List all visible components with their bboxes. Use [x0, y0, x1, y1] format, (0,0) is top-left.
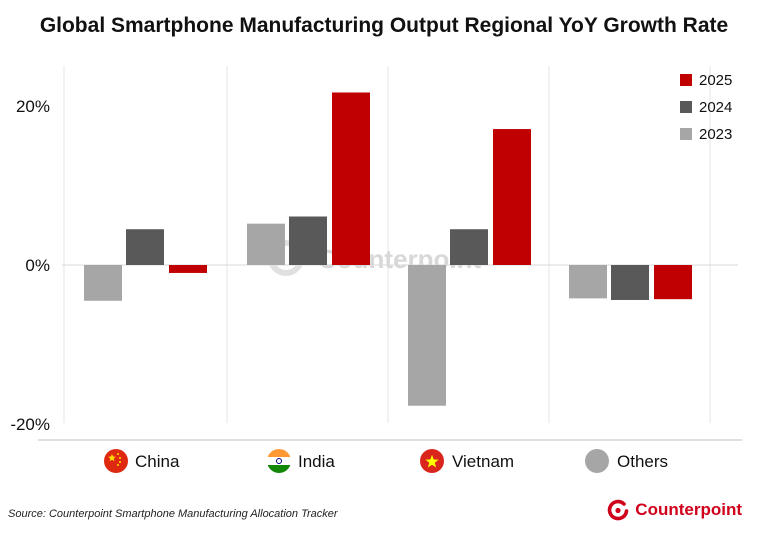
flag-china-star — [108, 454, 116, 462]
bar-vietnam-2025 — [493, 129, 531, 265]
legend-swatch-2023 — [680, 128, 692, 140]
legend-swatch-2024 — [680, 101, 692, 113]
flag-china-small-star — [117, 453, 119, 455]
y-axis: -20% 0% 20% — [10, 97, 50, 434]
source-note: Source: Counterpoint Smartphone Manufact… — [8, 508, 338, 520]
category-label-vietnam: Vietnam — [452, 452, 514, 471]
flag-india-saffron — [267, 449, 291, 457]
flag-india-body — [267, 449, 291, 473]
flag-india-chakra — [276, 458, 282, 464]
flag-india-white — [267, 457, 291, 465]
bar-india-2023 — [247, 223, 285, 265]
category-label-others: Others — [617, 452, 668, 471]
flag-china-small-star — [119, 461, 121, 463]
flag-china-field — [104, 449, 128, 473]
bar-india-2025 — [332, 92, 370, 265]
category-label-india: India — [298, 452, 335, 471]
bar-others-2025 — [654, 265, 692, 300]
bar-china-2025 — [169, 265, 207, 273]
y-tick-label: 20% — [16, 97, 50, 116]
bar-vietnam-2024 — [450, 229, 488, 265]
y-tick-label: -20% — [10, 415, 50, 434]
flag-china-icon — [104, 449, 128, 473]
legend-label-2025: 2025 — [699, 72, 732, 89]
bar-india-2024 — [289, 216, 327, 265]
flag-vietnam-icon — [420, 449, 444, 473]
brand-logo: Counterpoint — [607, 499, 742, 521]
grid-layer — [38, 66, 742, 441]
flag-china-small-star — [119, 457, 121, 459]
chart-title: Global Smartphone Manufacturing Output R… — [39, 14, 729, 37]
others-gray-circle-icon — [585, 449, 609, 473]
bar-china-2024 — [126, 229, 164, 265]
category-labels: China India Vietnam Others — [104, 449, 668, 473]
flag-china-small-star — [117, 464, 119, 466]
category-label-china: China — [135, 452, 180, 471]
legend-label-2024: 2024 — [699, 99, 732, 116]
flag-india-icon — [267, 449, 291, 473]
bar-others-2024 — [611, 265, 649, 300]
y-tick-label: 0% — [25, 256, 50, 275]
bars — [84, 92, 692, 406]
flag-india-green — [267, 465, 291, 473]
bar-vietnam-2023 — [408, 265, 446, 406]
counterpoint-logo-icon — [608, 499, 629, 521]
brand-name: Counterpoint — [635, 500, 742, 519]
legend-swatch-2025 — [680, 74, 692, 86]
legend: 2025 2024 2023 — [680, 72, 732, 143]
legend-label-2023: 2023 — [699, 126, 732, 143]
bar-others-2023 — [569, 265, 607, 299]
bar-china-2023 — [84, 265, 122, 301]
flag-vietnam-star — [425, 454, 439, 468]
